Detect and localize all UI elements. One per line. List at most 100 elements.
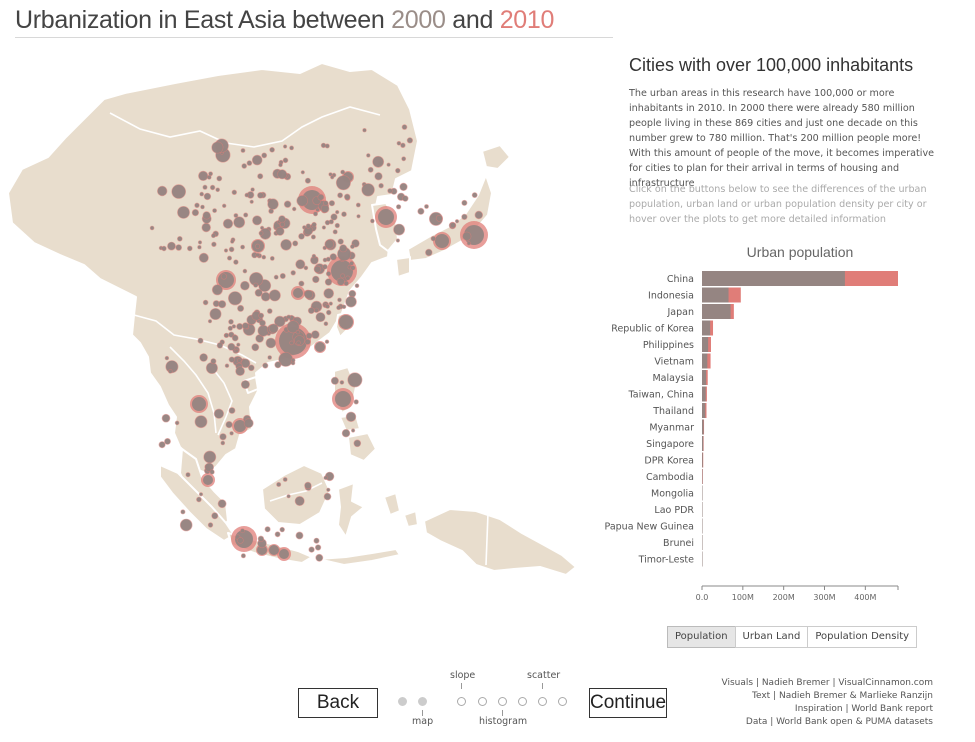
city-bubble-2000[interactable] <box>214 409 224 419</box>
city-bubble-2000[interactable] <box>204 451 216 463</box>
city-bubble-2000[interactable] <box>324 288 334 299</box>
city-bubble-2000[interactable] <box>402 195 408 202</box>
city-bubble-2000[interactable] <box>157 186 167 196</box>
city-bubble-2000[interactable] <box>237 537 244 544</box>
city-bubble-2000[interactable] <box>208 319 212 323</box>
city-bubble-2000[interactable] <box>296 330 300 334</box>
step-dot[interactable] <box>558 697 567 706</box>
city-bubble-2000[interactable] <box>330 175 334 179</box>
city-bubble-2000[interactable] <box>259 231 263 235</box>
city-bubble-2000[interactable] <box>304 226 313 235</box>
city-bubble-2000[interactable] <box>314 266 321 273</box>
city-bubble-2000[interactable] <box>337 278 345 286</box>
city-bubble-2000[interactable] <box>213 300 220 307</box>
city-bubble-2000[interactable] <box>255 334 264 343</box>
city-bubble-2000[interactable] <box>278 352 293 367</box>
city-bubble-2000[interactable] <box>262 363 268 368</box>
city-bubble-2000[interactable] <box>316 312 325 322</box>
city-bubble-2000[interactable] <box>212 208 217 213</box>
step-dot-histogram[interactable] <box>498 697 507 706</box>
city-bubble-2000[interactable] <box>181 510 185 514</box>
city-bubble-2000[interactable] <box>372 156 384 168</box>
city-bubble-2000[interactable] <box>436 215 443 222</box>
east-asia-map[interactable] <box>0 45 600 605</box>
city-bubble-2000[interactable] <box>269 147 275 152</box>
city-bubble-2000[interactable] <box>407 137 413 143</box>
city-bubble-2000[interactable] <box>202 223 211 232</box>
city-bubble-2000[interactable] <box>329 172 332 176</box>
city-bubble-2000[interactable] <box>180 519 192 531</box>
city-bubble-2000[interactable] <box>203 300 208 305</box>
city-bubble-2000[interactable] <box>315 342 325 352</box>
city-bubble-2000[interactable] <box>336 305 341 310</box>
city-bubble-2000[interactable] <box>257 173 263 179</box>
city-bubble-2000[interactable] <box>227 256 232 260</box>
city-bubble-2000[interactable] <box>298 233 305 239</box>
city-bubble-2000[interactable] <box>387 163 391 167</box>
city-bubble-2000[interactable] <box>280 239 292 250</box>
city-bubble-2000[interactable] <box>467 241 471 245</box>
city-bubble-2000[interactable] <box>400 183 407 191</box>
city-bubble-2000[interactable] <box>349 290 356 298</box>
city-bubble-2000[interactable] <box>211 233 216 238</box>
bar-2000[interactable] <box>702 518 703 534</box>
city-bubble-2000[interactable] <box>235 349 239 353</box>
city-bubble-2000[interactable] <box>283 158 288 163</box>
city-bubble-2000[interactable] <box>378 209 394 225</box>
city-bubble-2000[interactable] <box>368 167 374 173</box>
city-bubble-2000[interactable] <box>387 188 393 193</box>
city-bubble-2000[interactable] <box>325 144 330 148</box>
city-bubble-2000[interactable] <box>342 305 346 309</box>
bar-2000[interactable] <box>702 304 731 319</box>
city-bubble-2000[interactable] <box>308 307 315 314</box>
city-bubble-2000[interactable] <box>321 205 329 213</box>
bar-2000[interactable] <box>702 403 706 418</box>
city-bubble-2000[interactable] <box>336 175 351 190</box>
city-bubble-2000[interactable] <box>228 319 234 324</box>
city-bubble-2000[interactable] <box>322 264 328 269</box>
city-bubble-2000[interactable] <box>337 298 342 302</box>
city-bubble-2000[interactable] <box>211 242 216 247</box>
city-bubble-2000[interactable] <box>316 208 320 212</box>
city-bubble-2000[interactable] <box>325 304 330 309</box>
city-bubble-2000[interactable] <box>270 256 275 261</box>
city-bubble-2000[interactable] <box>224 333 229 338</box>
city-bubble-2000[interactable] <box>232 190 237 195</box>
city-bubble-2000[interactable] <box>335 223 340 228</box>
city-bubble-2000[interactable] <box>318 194 324 200</box>
city-bubble-2000[interactable] <box>268 208 274 214</box>
city-bubble-2000[interactable] <box>216 188 220 192</box>
bar-2000[interactable] <box>702 485 703 501</box>
city-bubble-2000[interactable] <box>335 210 339 214</box>
step-dot-scatter[interactable] <box>538 697 547 706</box>
city-bubble-2000[interactable] <box>291 358 295 362</box>
city-bubble-2000[interactable] <box>250 200 254 204</box>
city-bubble-2000[interactable] <box>475 211 483 219</box>
city-bubble-2000[interactable] <box>206 362 218 374</box>
city-bubble-2000[interactable] <box>241 380 250 389</box>
city-bubble-2000[interactable] <box>284 201 291 208</box>
city-bubble-2000[interactable] <box>269 324 279 333</box>
step-dot-map[interactable] <box>418 697 427 706</box>
city-bubble-2000[interactable] <box>342 429 350 437</box>
city-bubble-2000[interactable] <box>230 240 234 244</box>
city-bubble-2000[interactable] <box>461 214 467 220</box>
city-bubble-2000[interactable] <box>340 380 344 385</box>
city-bubble-2000[interactable] <box>306 224 311 228</box>
city-bubble-2000[interactable] <box>243 269 247 273</box>
city-bubble-2000[interactable] <box>325 340 329 344</box>
city-bubble-2000[interactable] <box>331 377 339 385</box>
city-bubble-2000[interactable] <box>274 275 279 279</box>
city-bubble-2000[interactable] <box>199 253 209 263</box>
city-bubble-2000[interactable] <box>210 470 215 474</box>
city-bubble-2000[interactable] <box>330 253 337 260</box>
city-bubble-2000[interactable] <box>325 278 332 286</box>
city-bubble-2000[interactable] <box>292 207 296 211</box>
city-bubble-2000[interactable] <box>304 266 308 270</box>
city-bubble-2000[interactable] <box>280 273 286 279</box>
city-bubble-2000[interactable] <box>278 163 283 167</box>
city-bubble-2000[interactable] <box>301 170 305 174</box>
city-bubble-2000[interactable] <box>232 335 238 341</box>
city-bubble-2000[interactable] <box>164 438 171 445</box>
city-bubble-2000[interactable] <box>234 213 238 218</box>
